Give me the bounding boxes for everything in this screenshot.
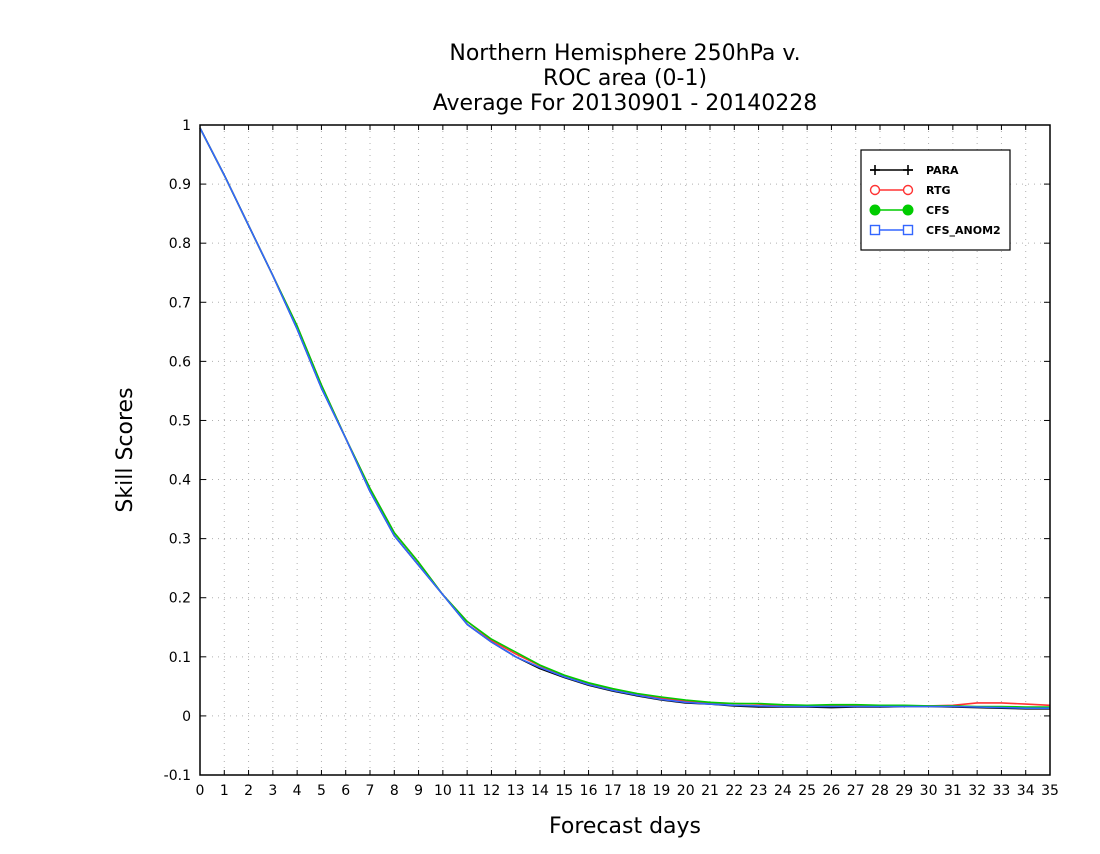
legend-marker-square [869, 224, 881, 236]
legend-item: CFS [869, 204, 950, 217]
x-tick-label: 33 [993, 783, 1011, 799]
legend-item: PARA [870, 164, 959, 177]
title-line-2: ROC area (0-1) [543, 66, 707, 91]
x-tick-label: 28 [871, 783, 889, 799]
legend: PARA RTG CFS CFS_ANOM2 [860, 149, 1011, 251]
chart-title: Northern Hemisphere 250hPa v. ROC area (… [433, 41, 818, 116]
grid [200, 125, 1050, 775]
plot-frame [199, 124, 1051, 776]
x-tick-label: 3 [268, 783, 277, 799]
y-tick-label: 0.5 [169, 413, 191, 429]
legend-box [860, 149, 1011, 251]
x-tick-label: 0 [196, 783, 205, 799]
legend-label: CFS_ANOM2 [926, 224, 1001, 237]
x-tick-label: 35 [1041, 783, 1059, 799]
x-tick-label: 22 [725, 783, 743, 799]
x-tick-label: 18 [628, 783, 646, 799]
y-axis-label: Skill Scores [113, 387, 138, 512]
x-tick-label: 29 [895, 783, 913, 799]
y-tick-label: 0.4 [169, 473, 191, 489]
x-axis: 0 1 2 3 4 5 6 7 8 9 10 11 12 13 14 15 16 17 18 19 20 21 22 23 24… [196, 125, 1059, 799]
legend-label: PARA [926, 164, 959, 177]
x-tick-label: 27 [847, 783, 865, 799]
x-tick-label: 10 [434, 783, 452, 799]
x-tick-label: 21 [701, 783, 719, 799]
x-tick-label: 30 [920, 783, 938, 799]
y-axis: -0.1 0 0.1 0.2 0.3 0.4 0.5 0.6 0.7 0.8 0.9 1 [164, 118, 1050, 784]
legend-item: CFS_ANOM2 [869, 224, 1001, 237]
x-tick-label: 2 [244, 783, 253, 799]
x-tick-label: 26 [823, 783, 841, 799]
x-tick-label: 7 [366, 783, 375, 799]
series-line-cfs_anom2 [199, 127, 1050, 710]
x-tick-label: 17 [604, 783, 622, 799]
y-tick-label: 0 [182, 709, 191, 725]
legend-marker-dot [902, 204, 914, 216]
x-tick-label: 1 [220, 783, 229, 799]
title-line-1: Northern Hemisphere 250hPa v. [449, 41, 800, 66]
title-line-3: Average For 20130901 - 20140228 [433, 91, 818, 116]
x-tick-label: 24 [774, 783, 792, 799]
x-tick-label: 13 [507, 783, 525, 799]
legend-marker-circle [902, 184, 914, 196]
x-tick-label: 32 [968, 783, 986, 799]
y-tick-label: 0.6 [169, 354, 191, 370]
y-tick-label: 0.3 [169, 532, 191, 548]
y-tick-label: 0.8 [169, 236, 191, 252]
x-tick-label: 5 [317, 783, 326, 799]
x-tick-label: 11 [458, 783, 476, 799]
x-tick-label: 34 [1017, 783, 1035, 799]
y-tick-label: 0.9 [169, 177, 191, 193]
x-tick-label: 4 [293, 783, 302, 799]
x-tick-label: 16 [580, 783, 598, 799]
x-tick-label: 15 [555, 783, 573, 799]
x-tick-label: 14 [531, 783, 549, 799]
series-layer [199, 127, 1051, 710]
y-tick-label: 0.2 [169, 591, 191, 607]
x-tick-label: 20 [677, 783, 695, 799]
x-axis-label: Forecast days [549, 814, 701, 839]
y-tick-label: 0.7 [169, 295, 191, 311]
x-tick-label: 25 [798, 783, 816, 799]
legend-item: RTG [869, 184, 951, 197]
x-tick-label: 8 [390, 783, 399, 799]
x-tick-label: 31 [944, 783, 962, 799]
legend-marker-circle [869, 184, 881, 196]
x-tick-label: 9 [414, 783, 423, 799]
y-tick-label: 1 [182, 118, 191, 134]
x-tick-label: 6 [341, 783, 350, 799]
x-tick-label: 19 [653, 783, 671, 799]
y-tick-label: -0.1 [164, 768, 191, 784]
legend-label: CFS [926, 204, 950, 217]
y-tick-label: 0.1 [169, 650, 191, 666]
x-tick-label: 23 [750, 783, 768, 799]
legend-marker-square [902, 224, 914, 236]
x-tick-label: 12 [483, 783, 501, 799]
legend-label: RTG [926, 184, 951, 197]
legend-marker-dot [869, 204, 881, 216]
